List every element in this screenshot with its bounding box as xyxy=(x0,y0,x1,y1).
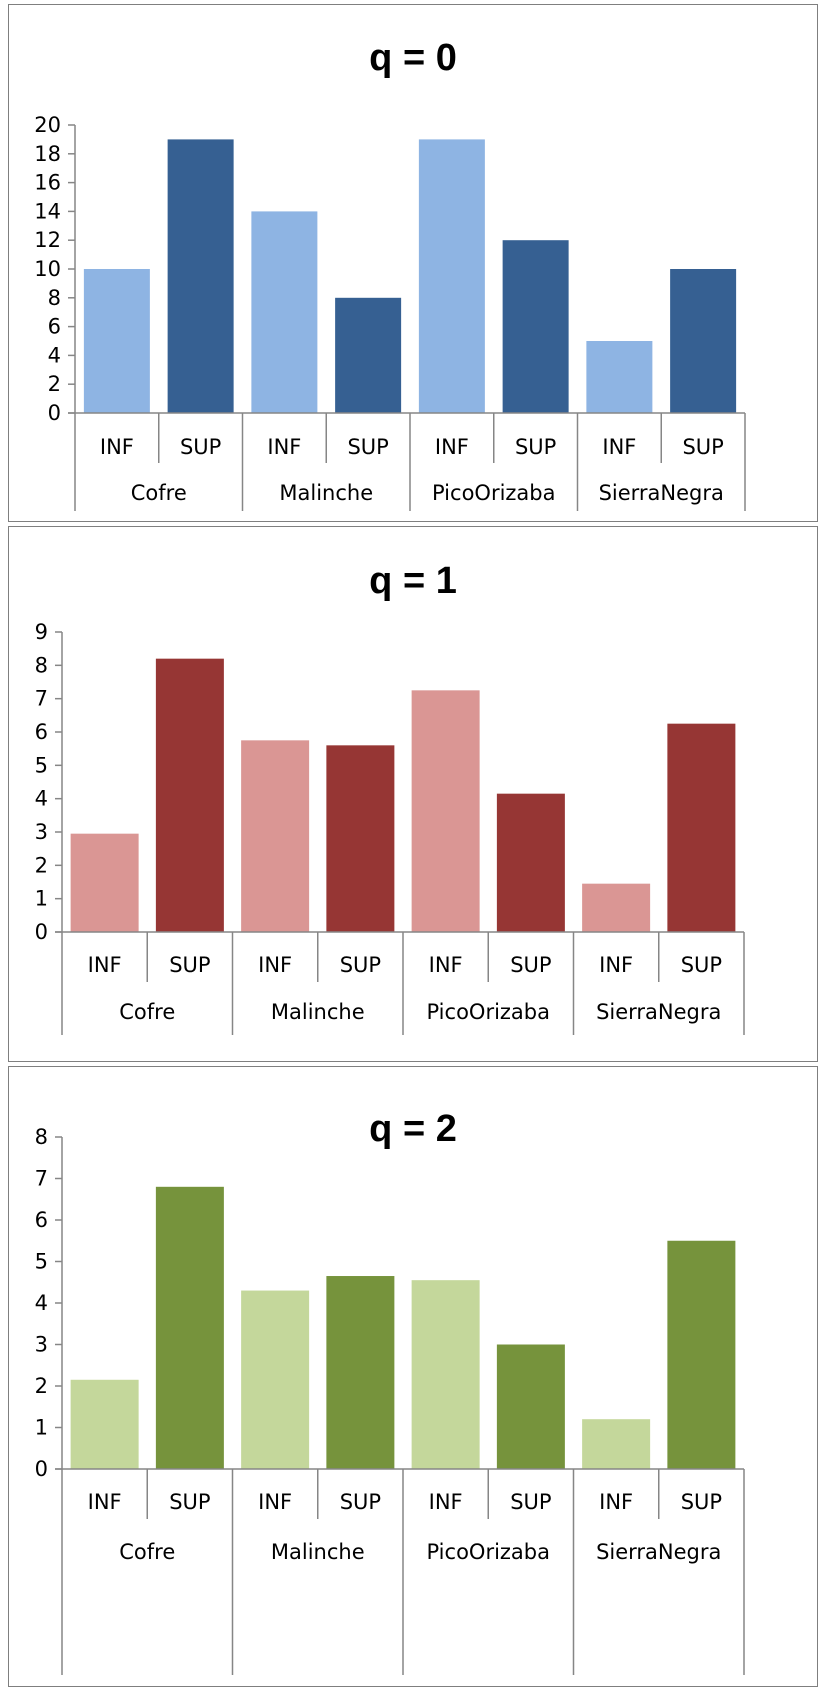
x-subcategory-label: INF xyxy=(258,953,292,977)
x-subcategory-label: INF xyxy=(100,435,134,459)
x-subcategory-label: INF xyxy=(429,1490,463,1514)
bar-picoorizaba-inf xyxy=(418,139,485,413)
x-subcategory-label: INF xyxy=(88,953,122,977)
chart-title: q = 2 xyxy=(369,1108,457,1150)
x-subcategory-label: INF xyxy=(88,1490,122,1514)
x-subcategory-label: SUP xyxy=(340,1490,381,1514)
x-subcategory-label: INF xyxy=(435,435,469,459)
x-subcategory-label: SUP xyxy=(682,435,723,459)
bar-malinche-inf xyxy=(251,211,318,413)
chart-title: q = 0 xyxy=(369,37,457,79)
bar-sierranegra-inf xyxy=(582,883,651,932)
x-group-label: Cofre xyxy=(131,481,187,505)
y-tick-label: 3 xyxy=(35,1333,48,1357)
x-subcategory-label: INF xyxy=(429,953,463,977)
y-tick-label: 12 xyxy=(34,228,61,252)
x-group-label: SierraNegra xyxy=(596,1540,721,1564)
y-tick-label: 2 xyxy=(35,1374,48,1398)
bar-chart-q1: 0 1 2 3 4 5 6 7 8 9 INF SUP INF SUP INF SUP INF SUP Cofre M… xyxy=(35,620,745,1035)
bar-malinche-sup xyxy=(335,297,402,413)
y-tick-label: 8 xyxy=(48,286,61,310)
y-tick-label: 5 xyxy=(35,753,48,777)
bar-sierranegra-sup xyxy=(667,1240,736,1469)
bar-sierranegra-inf xyxy=(582,1419,651,1469)
y-tick-label: 1 xyxy=(35,1416,48,1440)
bar-cofre-inf xyxy=(83,269,150,413)
y-tick-label: 0 xyxy=(48,401,61,425)
bar-malinche-inf xyxy=(241,740,310,932)
x-subcategory-label: SUP xyxy=(510,1490,551,1514)
x-subcategory-label: SUP xyxy=(347,435,388,459)
bar-malinche-sup xyxy=(326,1276,395,1469)
x-group-label: Cofre xyxy=(119,1540,175,1564)
y-tick-label: 7 xyxy=(35,1167,48,1191)
x-subcategory-label: SUP xyxy=(681,1490,722,1514)
bar-picoorizaba-sup xyxy=(496,793,565,932)
bar-sierranegra-inf xyxy=(586,341,653,413)
x-subcategory-label: SUP xyxy=(180,435,221,459)
bar-chart-q0: 0 2 4 6 8 10 12 14 16 18 20 INF SUP INF SUP INF SUP INF SU… xyxy=(34,113,746,511)
y-tick-label: 6 xyxy=(35,720,48,744)
y-tick-label: 2 xyxy=(48,372,61,396)
x-group-label: Malinche xyxy=(271,1540,365,1564)
y-tick-label: 8 xyxy=(35,1125,48,1149)
y-tick-label: 8 xyxy=(35,653,48,677)
bar-malinche-inf xyxy=(241,1290,310,1469)
y-tick-label: 10 xyxy=(34,257,61,281)
bar-picoorizaba-inf xyxy=(411,1280,480,1469)
y-tick-label: 14 xyxy=(34,199,61,223)
x-subcategory-label: SUP xyxy=(169,1490,210,1514)
bar-picoorizaba-sup xyxy=(502,240,569,413)
x-group-label: Cofre xyxy=(119,1000,175,1024)
y-tick-label: 20 xyxy=(34,113,61,137)
x-group-label: PicoOrizaba xyxy=(426,1540,550,1564)
y-tick-label: 6 xyxy=(48,315,61,339)
bar-picoorizaba-sup xyxy=(496,1344,565,1469)
bar-chart-q2: 0 1 2 3 4 5 6 7 8 INF SUP INF SUP INF SUP INF SUP Cofre Ma… xyxy=(35,1125,745,1675)
x-subcategory-label: SUP xyxy=(340,953,381,977)
y-tick-label: 9 xyxy=(35,620,48,644)
bar-picoorizaba-inf xyxy=(411,690,480,932)
bar-sierranegra-sup xyxy=(670,269,737,413)
chart-panel-q0: q = 0 0 2 4 6 8 10 12 14 16 18 20 INF SUP INF SUP INF SU… xyxy=(8,4,818,522)
x-subcategory-label: INF xyxy=(258,1490,292,1514)
x-subcategory-label: INF xyxy=(599,953,633,977)
y-tick-label: 5 xyxy=(35,1250,48,1274)
bar-cofre-sup xyxy=(155,658,224,932)
x-subcategory-label: SUP xyxy=(515,435,556,459)
y-tick-label: 4 xyxy=(48,343,61,367)
x-group-label: Malinche xyxy=(271,1000,365,1024)
x-group-label: PicoOrizaba xyxy=(432,481,556,505)
x-subcategory-label: SUP xyxy=(169,953,210,977)
y-tick-label: 16 xyxy=(34,171,61,195)
y-tick-label: 0 xyxy=(35,1457,48,1481)
x-subcategory-label: INF xyxy=(267,435,301,459)
y-tick-label: 0 xyxy=(35,920,48,944)
x-subcategory-label: INF xyxy=(599,1490,633,1514)
chart-title: q = 1 xyxy=(369,560,457,602)
x-subcategory-label: INF xyxy=(602,435,636,459)
x-subcategory-label: SUP xyxy=(510,953,551,977)
y-tick-label: 7 xyxy=(35,687,48,711)
x-group-label: SierraNegra xyxy=(596,1000,721,1024)
chart-panel-q2: q = 2 0 1 2 3 4 5 6 7 8 INF SUP INF SUP INF SUP INF SUP C… xyxy=(8,1066,818,1687)
bar-cofre-inf xyxy=(70,1379,139,1469)
bar-cofre-inf xyxy=(70,833,139,932)
bar-malinche-sup xyxy=(326,745,395,932)
chart-panel-q1: q = 1 0 1 2 3 4 5 6 7 8 9 INF SUP INF SUP INF SUP INF SUP… xyxy=(8,526,818,1062)
y-tick-label: 1 xyxy=(35,887,48,911)
x-group-label: PicoOrizaba xyxy=(426,1000,550,1024)
bar-cofre-sup xyxy=(167,139,234,413)
x-subcategory-label: SUP xyxy=(681,953,722,977)
bar-cofre-sup xyxy=(155,1186,224,1469)
y-tick-label: 6 xyxy=(35,1208,48,1232)
bar-sierranegra-sup xyxy=(667,723,736,932)
y-tick-label: 4 xyxy=(35,1291,48,1315)
y-tick-label: 2 xyxy=(35,853,48,877)
y-tick-label: 3 xyxy=(35,820,48,844)
y-tick-label: 18 xyxy=(34,142,61,166)
x-group-label: Malinche xyxy=(279,481,373,505)
x-group-label: SierraNegra xyxy=(599,481,724,505)
y-tick-label: 4 xyxy=(35,787,48,811)
